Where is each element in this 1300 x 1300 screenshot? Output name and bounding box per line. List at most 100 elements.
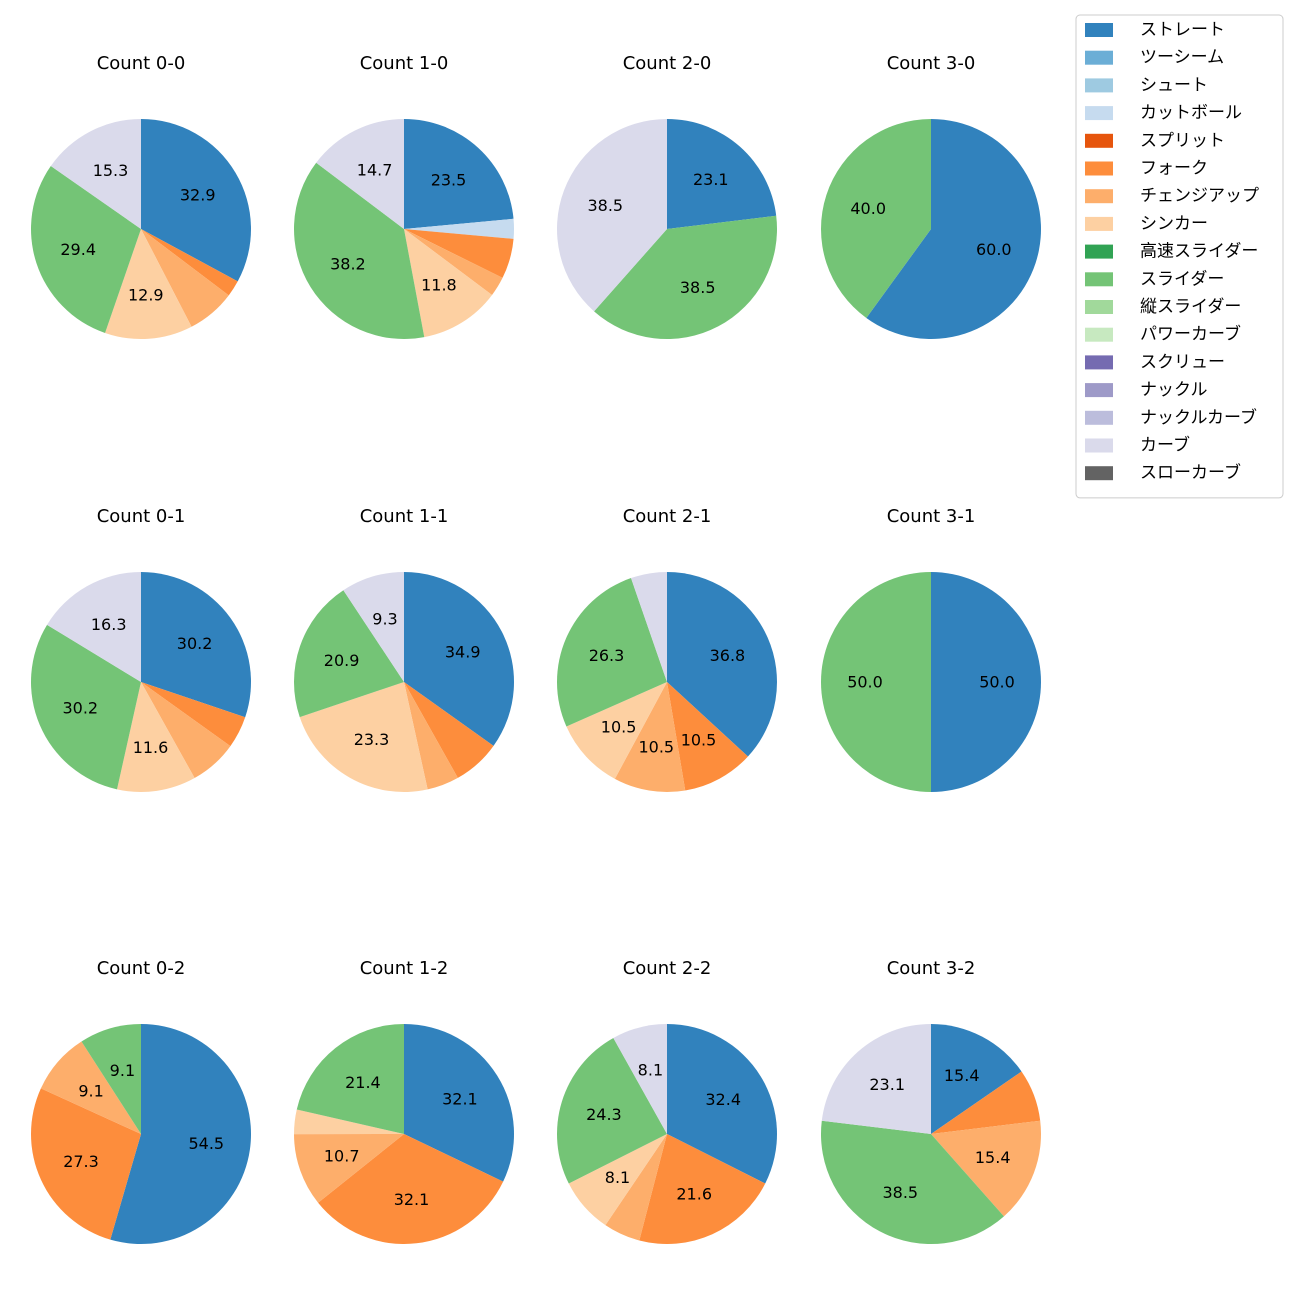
pie-slice bbox=[50, 119, 142, 229]
slice-label: 24.3 bbox=[586, 1105, 622, 1124]
legend-swatch bbox=[1085, 327, 1113, 342]
slice-label: 9.1 bbox=[78, 1081, 103, 1100]
pie-slice bbox=[931, 1024, 1022, 1134]
slice-label: 32.1 bbox=[394, 1190, 430, 1209]
legend-swatch bbox=[1085, 383, 1113, 398]
pie-slice bbox=[931, 1071, 1041, 1134]
pie-slice bbox=[404, 229, 514, 278]
slice-label: 14.7 bbox=[357, 160, 393, 179]
slice-label: 34.9 bbox=[445, 642, 481, 661]
pie-slice bbox=[404, 682, 494, 778]
pie-slice bbox=[613, 1024, 667, 1134]
pie-slice bbox=[667, 119, 777, 229]
legend-swatch bbox=[1085, 410, 1113, 425]
legend-label: 縦スライダー bbox=[1140, 297, 1241, 317]
pie-slice bbox=[110, 1024, 252, 1244]
pie-slice bbox=[568, 1134, 667, 1226]
pie-slice bbox=[931, 1120, 1042, 1217]
pie-5: Count 0-1 30.2 11.6 30.2 16.3 bbox=[31, 506, 251, 793]
legend-label: シュート bbox=[1140, 75, 1208, 95]
legend-swatch bbox=[1085, 50, 1113, 65]
legend-label: ナックルカーブ bbox=[1140, 407, 1257, 428]
slice-label: 38.5 bbox=[680, 278, 716, 297]
slice-label: 10.5 bbox=[681, 731, 717, 750]
slice-label: 54.5 bbox=[188, 1134, 224, 1153]
pie-title: Count 0-2 bbox=[97, 958, 186, 979]
pie-title: Count 1-1 bbox=[360, 506, 449, 527]
pie-slice bbox=[293, 1109, 404, 1135]
legend-swatch bbox=[1085, 106, 1113, 121]
legend-swatch bbox=[1085, 161, 1113, 176]
slice-label: 26.3 bbox=[589, 646, 625, 665]
slice-label: 21.6 bbox=[676, 1185, 712, 1204]
pie-slice bbox=[141, 572, 251, 718]
pie-slice bbox=[667, 682, 748, 791]
slice-label: 11.6 bbox=[133, 738, 169, 757]
slice-label: 10.5 bbox=[638, 738, 674, 757]
legend-label: 高速スライダー bbox=[1140, 242, 1258, 262]
pie-slice bbox=[81, 1024, 141, 1134]
pie-9: Count 0-2 54.5 27.3 9.1 9.1 bbox=[31, 958, 252, 1244]
pie-slice bbox=[556, 119, 667, 312]
legend-swatch bbox=[1085, 466, 1113, 481]
pie-title: Count 1-0 bbox=[360, 53, 449, 74]
legend-swatch bbox=[1085, 23, 1113, 37]
legend-frame bbox=[1075, 14, 1284, 499]
pie-slice bbox=[31, 166, 141, 333]
pie-slice bbox=[404, 229, 503, 295]
pie-slice bbox=[667, 1024, 777, 1184]
legend-swatch bbox=[1085, 133, 1113, 148]
pies-group: Count 0-0 32.9 12.9 29.4 15.3 Count 1-0 23.5 11… bbox=[31, 53, 1042, 1245]
pie-slice bbox=[316, 119, 404, 229]
legend-swatch bbox=[1085, 216, 1113, 231]
slice-label: 10.7 bbox=[324, 1146, 360, 1165]
pie-slice bbox=[141, 119, 251, 282]
legend-label: スプリット bbox=[1140, 131, 1225, 151]
pie-12: Count 3-2 15.4 15.4 38.5 23.1 bbox=[820, 958, 1042, 1245]
pie-slice bbox=[343, 572, 404, 682]
pie-slice bbox=[821, 572, 931, 792]
pie-8: Count 3-1 50.0 50.0 bbox=[821, 506, 1041, 792]
pie-slice bbox=[141, 682, 246, 747]
slice-label: 8.1 bbox=[605, 1168, 630, 1187]
legend-label: フォーク bbox=[1140, 159, 1208, 179]
pie-slice bbox=[820, 119, 931, 318]
slice-label: 27.3 bbox=[63, 1152, 99, 1171]
pie-slice bbox=[404, 218, 515, 239]
pie-slice bbox=[141, 682, 231, 779]
legend-swatch bbox=[1085, 189, 1113, 204]
pie-slice bbox=[614, 682, 686, 793]
pie-slice bbox=[299, 682, 428, 793]
slice-label: 15.3 bbox=[93, 161, 129, 180]
legend-swatch bbox=[1085, 300, 1113, 314]
pie-slice bbox=[318, 1134, 504, 1245]
slice-label: 10.5 bbox=[601, 717, 637, 736]
legend-swatch bbox=[1085, 78, 1113, 93]
legend-label: チェンジアップ bbox=[1140, 186, 1259, 206]
pie-title: Count 0-1 bbox=[97, 506, 186, 527]
slice-label: 36.8 bbox=[710, 646, 746, 665]
pie-title: Count 3-1 bbox=[887, 506, 976, 527]
pie-slice bbox=[931, 572, 1041, 792]
slice-label: 9.1 bbox=[110, 1061, 135, 1080]
slice-label: 30.2 bbox=[177, 634, 213, 653]
pie-slice bbox=[404, 1024, 515, 1182]
slice-label: 60.0 bbox=[976, 240, 1012, 259]
slice-label: 16.3 bbox=[91, 615, 127, 634]
legend-label: カットボール bbox=[1140, 103, 1242, 123]
slice-label: 8.1 bbox=[638, 1061, 663, 1080]
slice-label: 30.2 bbox=[62, 698, 98, 717]
pie-slice bbox=[404, 229, 493, 338]
slice-label: 32.9 bbox=[180, 186, 216, 205]
slice-label: 23.1 bbox=[693, 170, 729, 189]
slice-label: 12.9 bbox=[128, 285, 164, 304]
slice-label: 15.4 bbox=[944, 1066, 980, 1085]
pie-slice bbox=[404, 572, 515, 746]
slice-label: 23.1 bbox=[869, 1075, 905, 1094]
pie-slice bbox=[820, 1120, 1004, 1245]
legend: ストレートツーシームシュートカットボールスプリットフォークチェンジアップシンカー… bbox=[1075, 14, 1284, 499]
pie-1: Count 0-0 32.9 12.9 29.4 15.3 bbox=[31, 53, 251, 340]
pie-slice bbox=[47, 572, 141, 682]
slice-label: 20.9 bbox=[324, 651, 360, 670]
